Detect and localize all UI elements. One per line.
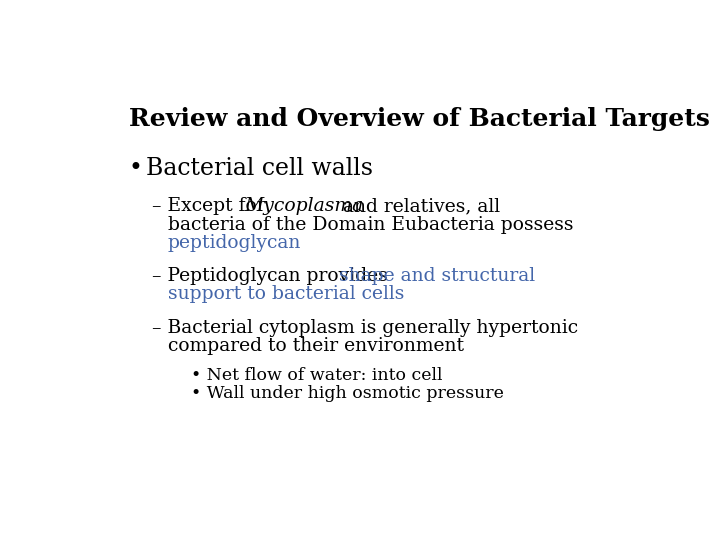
Text: •: • <box>129 157 143 180</box>
Text: bacteria of the Domain Eubacteria possess: bacteria of the Domain Eubacteria posses… <box>168 215 573 234</box>
Text: and relatives, all: and relatives, all <box>337 197 500 215</box>
Text: Review and Overview of Bacterial Targets: Review and Overview of Bacterial Targets <box>129 107 710 131</box>
Text: compared to their environment: compared to their environment <box>168 338 464 355</box>
Text: – Except for: – Except for <box>152 197 271 215</box>
Text: • Net flow of water: into cell: • Net flow of water: into cell <box>191 367 442 384</box>
Text: Mycoplasma: Mycoplasma <box>245 197 364 215</box>
Text: – Bacterial cytoplasm is generally hypertonic: – Bacterial cytoplasm is generally hyper… <box>152 319 578 337</box>
Text: – Peptidoglycan provides: – Peptidoglycan provides <box>152 267 394 285</box>
Text: • Wall under high osmotic pressure: • Wall under high osmotic pressure <box>191 385 503 402</box>
Text: shape and structural: shape and structural <box>339 267 536 285</box>
Text: Bacterial cell walls: Bacterial cell walls <box>145 157 373 180</box>
Text: peptidoglycan: peptidoglycan <box>168 234 301 252</box>
Text: support to bacterial cells: support to bacterial cells <box>168 285 404 303</box>
